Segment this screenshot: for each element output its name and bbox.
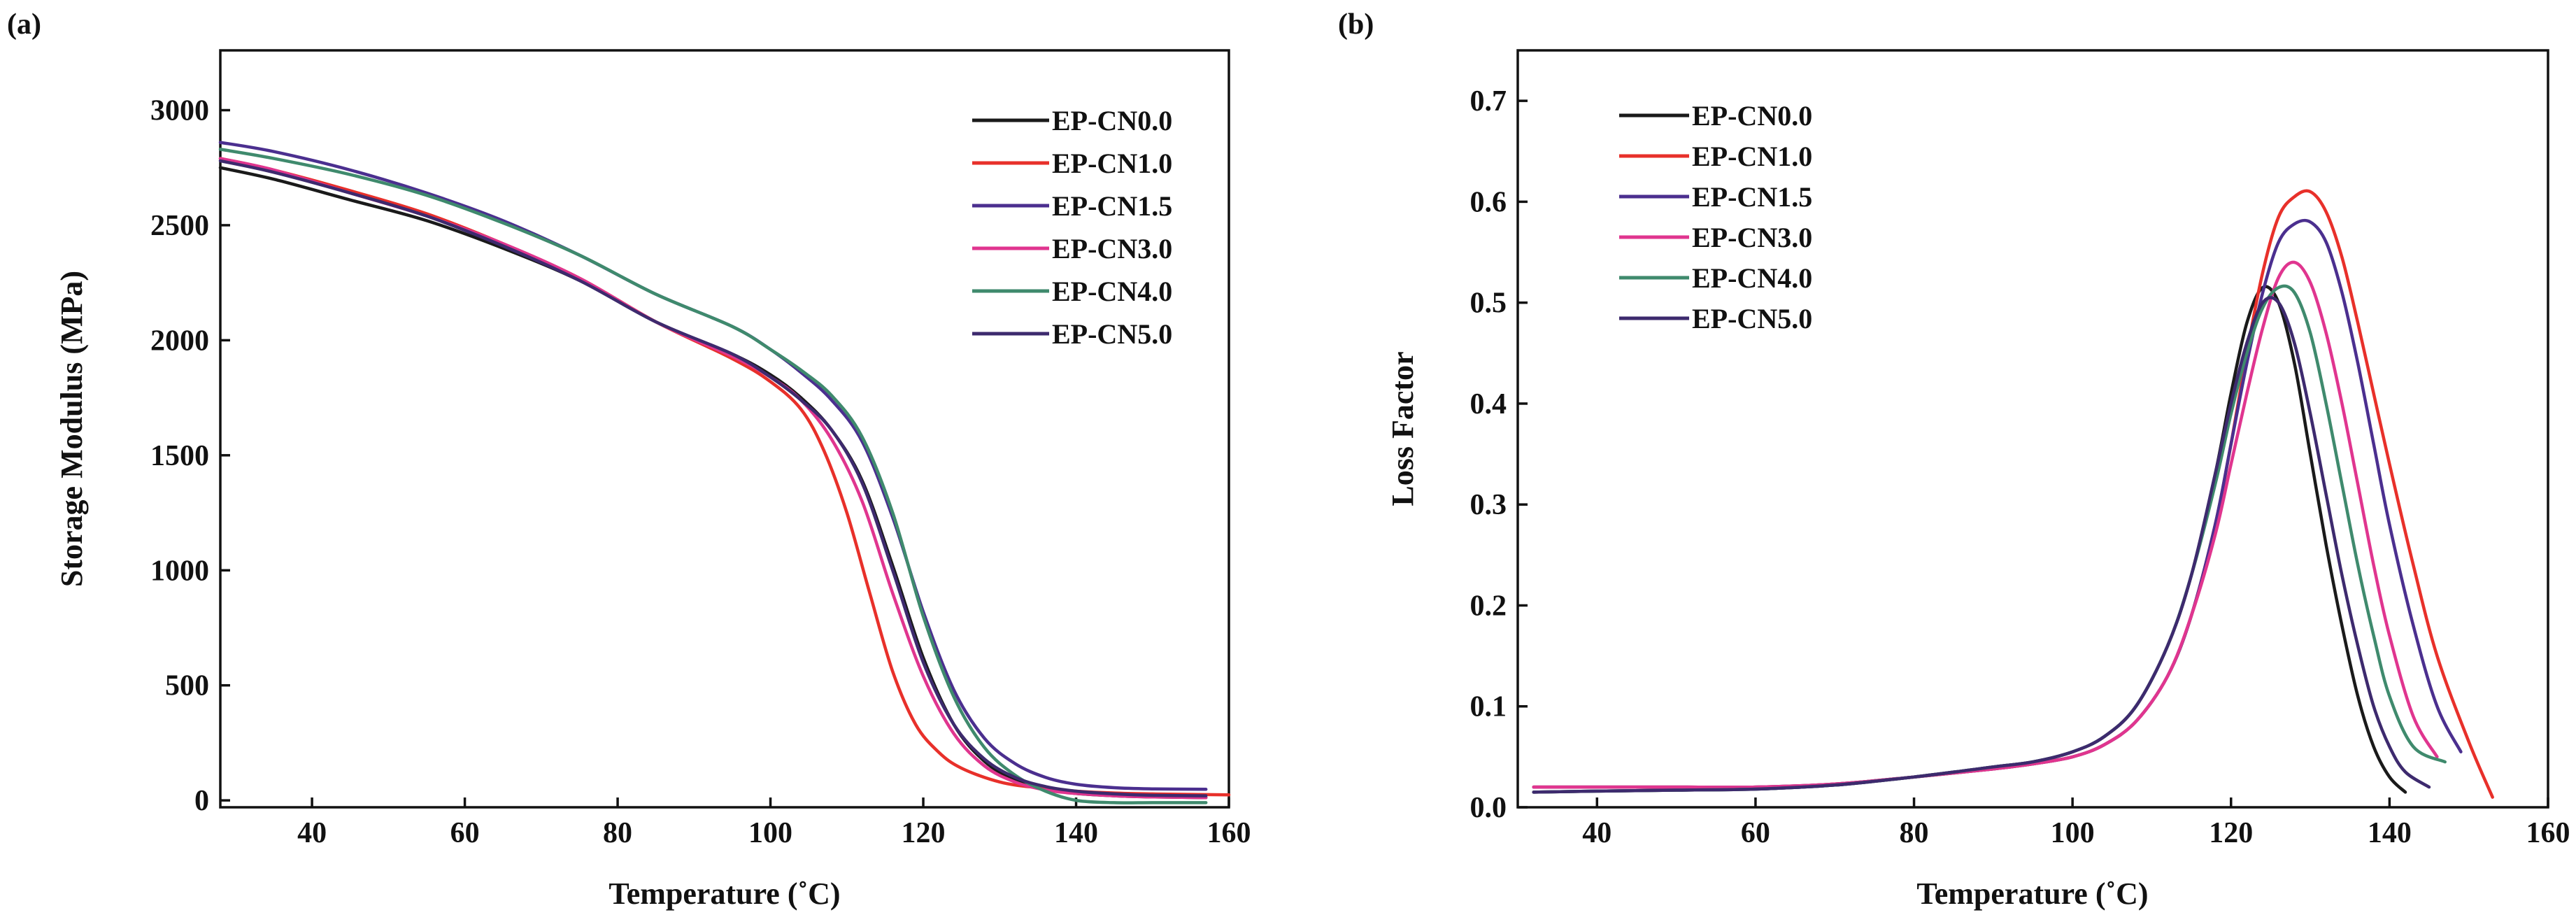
series-line-ep-cn4.0	[1532, 284, 2447, 794]
x-tick-label: 120	[902, 817, 946, 849]
y-tick-label: 2000	[150, 325, 209, 357]
series-line-ep-cn4.0	[218, 148, 1208, 804]
x-tick-label: 120	[2209, 817, 2253, 849]
legend-label: EP-CN1.5	[1052, 190, 1172, 222]
panel-label-b: (b)	[1338, 8, 1374, 41]
legend-label: EP-CN1.5	[1692, 181, 1812, 213]
legend-label: EP-CN5.0	[1052, 318, 1172, 350]
legend-label: EP-CN3.0	[1692, 222, 1812, 253]
x-tick-label: 140	[1054, 817, 1098, 849]
y-tick-label: 1500	[150, 440, 209, 472]
y-tick-label: 0.1	[1470, 691, 1507, 723]
legend-label: EP-CN0.0	[1692, 100, 1812, 132]
legend-label: EP-CN3.0	[1052, 233, 1172, 264]
series-line-ep-cn3.0	[1532, 260, 2439, 789]
x-tick-label: 80	[1900, 817, 1929, 849]
y-axis-title-a: Storage Modulus (MPa)	[55, 271, 89, 587]
y-tick-label: 0	[194, 785, 209, 817]
legend-b: EP-CN0.0 EP-CN1.0 EP-CN1.5 EP-CN3.0 EP-CN4.0…	[1619, 100, 1812, 334]
y-tick-label: 0.3	[1470, 489, 1507, 521]
x-tick-label: 80	[603, 817, 632, 849]
series-line-ep-cn5.0	[1532, 296, 2431, 794]
axis-ticks-a: 40 60 80 100 120 140 160 0 500 1000 1500 2000 2500 30…	[150, 95, 1251, 849]
series-line-ep-cn1.5	[218, 141, 1208, 791]
legend-label: EP-CN1.0	[1052, 148, 1172, 179]
legend-label: EP-CN0.0	[1052, 105, 1172, 136]
y-tick-label: 0.4	[1470, 388, 1507, 420]
series-line-ep-cn1.0	[1532, 189, 2494, 799]
plot-frame-a	[219, 49, 1230, 809]
chart-panel-a: (a) 40 60 80 100 120 140 160 0 500 1000 1500 2000 25…	[7, 8, 1251, 911]
y-tick-label: 0.2	[1470, 590, 1507, 622]
y-tick-label: 0.5	[1470, 288, 1507, 320]
panel-label-a: (a)	[7, 8, 41, 41]
x-tick-label: 140	[2368, 817, 2412, 849]
series-line-ep-cn1.5	[1532, 218, 2463, 789]
y-tick-label: 500	[165, 670, 209, 702]
x-axis-title-b: Temperature (˚C)	[1916, 877, 2148, 911]
y-tick-label: 0.6	[1470, 186, 1507, 218]
axis-ticks-b: 40 60 80 100 120 140 160 0.0 0.1 0.2 0.3 0.4 0.5 0.6 0…	[1470, 85, 2570, 849]
legend-label: EP-CN4.0	[1052, 276, 1172, 307]
x-tick-label: 160	[2526, 817, 2570, 849]
series-line-ep-cn5.0	[218, 159, 1208, 797]
x-tick-label: 40	[1582, 817, 1611, 849]
legend-label: EP-CN1.0	[1692, 141, 1812, 172]
y-tick-label: 0.0	[1470, 792, 1507, 824]
x-tick-label: 100	[748, 817, 792, 849]
legend-a: EP-CN0.0 EP-CN1.0 EP-CN1.5 EP-CN3.0 EP-CN4.0…	[972, 105, 1172, 350]
x-tick-label: 60	[1741, 817, 1770, 849]
plot-frame-b	[1516, 49, 2549, 809]
y-tick-label: 0.7	[1470, 85, 1507, 118]
chart-panel-b: (b) 40 60 80 100 120 140 160 0.0 0.1 0.2 0.3 0.4 0.5…	[1338, 8, 2570, 911]
y-tick-label: 2500	[150, 210, 209, 242]
x-tick-label: 160	[1207, 817, 1251, 849]
series-line-ep-cn0.0	[1532, 285, 2407, 794]
x-axis-title-a: Temperature (˚C)	[609, 877, 840, 911]
series-group-b	[1532, 189, 2494, 799]
x-tick-label: 40	[297, 817, 327, 849]
legend-label: EP-CN4.0	[1692, 262, 1812, 294]
series-group-a	[218, 141, 1231, 804]
legend-label: EP-CN5.0	[1692, 303, 1812, 334]
y-tick-label: 1000	[150, 555, 209, 587]
x-tick-label: 60	[450, 817, 480, 849]
y-tick-label: 3000	[150, 95, 209, 127]
y-axis-title-b: Loss Factor	[1386, 351, 1420, 506]
x-tick-label: 100	[2051, 817, 2095, 849]
